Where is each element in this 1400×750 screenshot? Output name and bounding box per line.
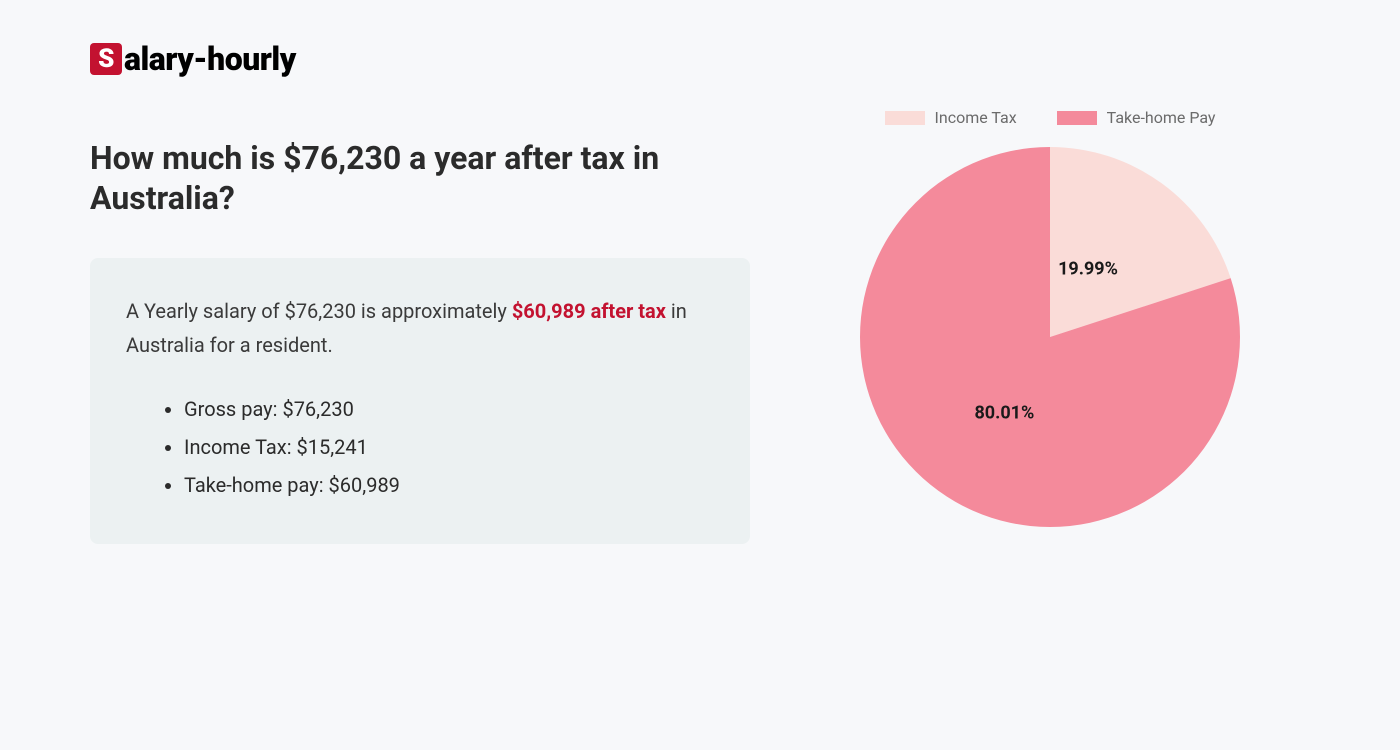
summary-box: A Yearly salary of $76,230 is approximat… xyxy=(90,258,750,544)
legend-swatch-income-tax xyxy=(885,111,925,125)
pie-slice-label-income-tax: 19.99% xyxy=(1058,258,1118,279)
site-logo: Salary-hourly xyxy=(90,40,1310,78)
summary-text: A Yearly salary of $76,230 is approximat… xyxy=(126,294,714,362)
left-column: How much is $76,230 a year after tax in … xyxy=(90,138,750,544)
bullet-take-home: Take-home pay: $60,989 xyxy=(184,466,714,504)
legend-item-take-home: Take-home Pay xyxy=(1057,108,1216,127)
legend-swatch-take-home xyxy=(1057,111,1097,125)
legend-label-income-tax: Income Tax xyxy=(935,108,1017,127)
pie-chart: 19.99% 80.01% xyxy=(860,147,1240,527)
page-title: How much is $76,230 a year after tax in … xyxy=(90,138,750,218)
logo-badge: S xyxy=(90,43,122,75)
page-root: Salary-hourly How much is $76,230 a year… xyxy=(0,0,1400,544)
bullet-income-tax: Income Tax: $15,241 xyxy=(184,428,714,466)
summary-prefix: A Yearly salary of $76,230 is approximat… xyxy=(126,299,512,323)
summary-bullets: Gross pay: $76,230 Income Tax: $15,241 T… xyxy=(126,390,714,504)
chart-column: Income Tax Take-home Pay 19.99% 80.01% xyxy=(830,108,1270,527)
summary-highlight: $60,989 after tax xyxy=(512,299,666,323)
pie-svg xyxy=(860,147,1240,527)
chart-legend: Income Tax Take-home Pay xyxy=(885,108,1216,127)
legend-item-income-tax: Income Tax xyxy=(885,108,1017,127)
bullet-gross-pay: Gross pay: $76,230 xyxy=(184,390,714,428)
pie-slice-label-take-home: 80.01% xyxy=(974,403,1034,424)
legend-label-take-home: Take-home Pay xyxy=(1107,108,1216,127)
content-row: How much is $76,230 a year after tax in … xyxy=(90,138,1310,544)
logo-text: alary-hourly xyxy=(124,40,296,78)
